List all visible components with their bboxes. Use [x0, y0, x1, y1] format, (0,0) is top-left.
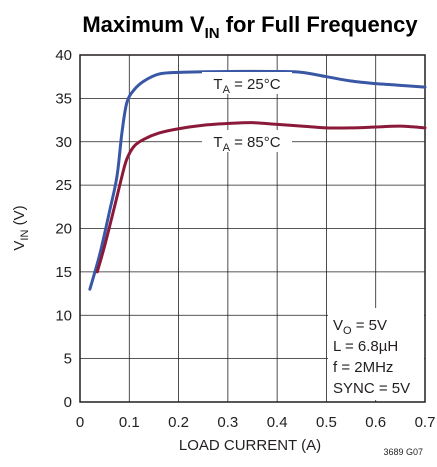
chart-title: Maximum VIN for Full Frequency [82, 12, 418, 42]
x-axis-label: LOAD CURRENT (A) [179, 437, 321, 454]
y-tick-label: 30 [55, 134, 72, 151]
y-tick-label: 20 [55, 221, 72, 238]
y-tick-label: 5 [64, 351, 72, 368]
condition-vo: VO = 5V [333, 317, 387, 337]
series-group [88, 69, 427, 291]
x-tick-label: 0.5 [316, 414, 337, 431]
y-tick-label: 25 [55, 177, 72, 194]
y-axis-label: VIN (V) [11, 205, 31, 250]
series-label-85c-text: TA = 85°C [213, 134, 280, 154]
series-label-85c: TA = 85°C [202, 130, 292, 154]
x-tick-label: 0 [76, 414, 84, 431]
series-label-25c: TA = 25°C [202, 72, 292, 96]
x-tick-label: 0.4 [267, 414, 288, 431]
conditions-box: VO = 5V L = 6.8µH f = 2MHz SYNC = 5V [328, 308, 424, 400]
series-line-85c [95, 121, 427, 274]
condition-sync: SYNC = 5V [333, 380, 410, 397]
x-tick-label: 0.3 [217, 414, 238, 431]
x-tick-label: 0.2 [168, 414, 189, 431]
x-tick-label: 0.1 [119, 414, 140, 431]
condition-l: L = 6.8µH [333, 338, 398, 355]
y-tick-label: 0 [64, 394, 72, 411]
plot-frame [79, 54, 426, 403]
tick-labels: 0 0.1 0.2 0.3 0.4 0.5 0.6 0.7 0 5 10 15 20 25 30 35 40 [55, 47, 435, 431]
x-tick-label: 0.7 [415, 414, 436, 431]
y-tick-label: 35 [55, 90, 72, 107]
y-tick-label: 40 [55, 47, 72, 64]
figure-id: 3689 G07 [383, 447, 423, 457]
y-tick-label: 10 [55, 307, 72, 324]
condition-f: f = 2MHz [333, 359, 393, 376]
y-tick-label: 15 [55, 264, 72, 281]
series-line-25c [88, 69, 427, 291]
x-tick-label: 0.6 [365, 414, 386, 431]
series-label-25c-text: TA = 25°C [213, 76, 280, 96]
